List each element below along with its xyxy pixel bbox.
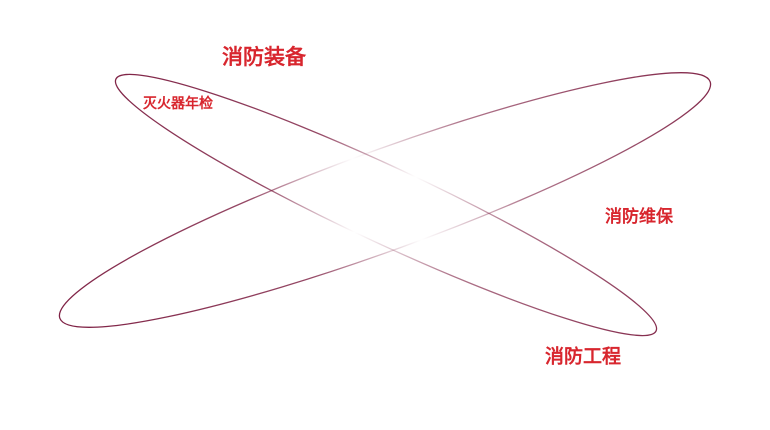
orbit	[58, 72, 712, 328]
label: 消防装备	[222, 45, 307, 69]
label: 消防工程	[545, 345, 621, 368]
label: 消防维保	[605, 206, 674, 227]
orbit	[114, 73, 658, 337]
label: 灭火器年检	[142, 95, 213, 112]
